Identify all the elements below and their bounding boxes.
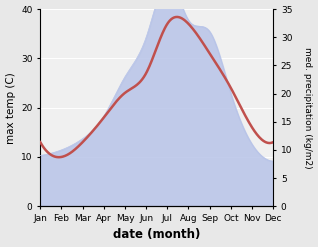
Y-axis label: med. precipitation (kg/m2): med. precipitation (kg/m2) — [303, 47, 313, 168]
Y-axis label: max temp (C): max temp (C) — [5, 72, 16, 144]
X-axis label: date (month): date (month) — [113, 228, 200, 242]
